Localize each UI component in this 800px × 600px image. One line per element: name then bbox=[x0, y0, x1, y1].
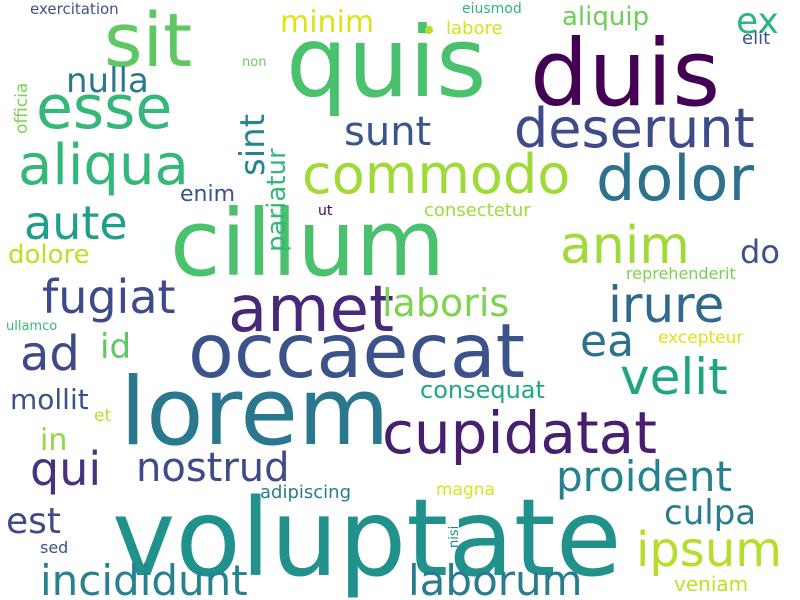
word-eiusmod: eiusmod bbox=[462, 1, 522, 17]
word-officia: officia bbox=[12, 82, 32, 134]
word-amet: amet bbox=[228, 273, 395, 347]
word-et: et bbox=[94, 406, 112, 426]
word-incididunt: incididunt bbox=[40, 556, 248, 600]
word-voluptate: voluptate bbox=[112, 477, 622, 600]
word-est: est bbox=[6, 501, 62, 542]
word-cillum: cillum bbox=[170, 190, 446, 297]
word-ipsum: ipsum bbox=[636, 522, 782, 578]
word-quis: quis bbox=[286, 6, 487, 119]
word-ex: ex bbox=[736, 1, 779, 42]
word-ullamco: ullamco bbox=[6, 319, 58, 334]
word-labore: labore bbox=[446, 18, 503, 39]
word-ut: ut bbox=[318, 203, 333, 219]
word-proident: proident bbox=[556, 452, 732, 501]
word-reprehenderit: reprehenderit bbox=[626, 264, 736, 283]
word-dolor: dolor bbox=[596, 142, 754, 215]
word-irure: irure bbox=[608, 276, 725, 334]
word-occaecat: occaecat bbox=[188, 307, 526, 395]
word-veniam: veniam bbox=[674, 572, 749, 596]
word-aliquip: aliquip bbox=[562, 2, 650, 32]
word-laborum: laborum bbox=[408, 556, 583, 600]
word-fugiat: fugiat bbox=[42, 270, 176, 324]
dot-mark bbox=[425, 26, 433, 34]
word-aute: aute bbox=[24, 196, 128, 250]
word-ad: ad bbox=[20, 326, 80, 382]
word-sit: sit bbox=[104, 0, 193, 84]
word-mollit: mollit bbox=[10, 383, 89, 416]
word-in: in bbox=[40, 423, 68, 458]
word-enim: enim bbox=[180, 182, 236, 207]
word-dolore: dolore bbox=[8, 240, 90, 270]
word-pariatur: pariatur bbox=[262, 148, 292, 252]
word-sunt: sunt bbox=[344, 109, 432, 155]
word-commodo: commodo bbox=[302, 143, 571, 206]
word-consequat: consequat bbox=[420, 376, 545, 404]
word-exercitation: exercitation bbox=[30, 0, 119, 18]
word-adipiscing: adipiscing bbox=[260, 482, 351, 503]
word-ea: ea bbox=[580, 316, 635, 367]
word-duis: duis bbox=[530, 20, 721, 127]
word-lorem: lorem bbox=[120, 358, 390, 467]
word-magna: magna bbox=[436, 480, 495, 500]
word-aliqua: aliqua bbox=[18, 133, 189, 198]
word-esse: esse bbox=[36, 73, 173, 143]
word-nulla: nulla bbox=[66, 61, 149, 101]
word-laboris: laboris bbox=[382, 281, 510, 325]
word-sed: sed bbox=[40, 538, 69, 557]
word-minim: minim bbox=[280, 5, 375, 40]
word-velit: velit bbox=[620, 348, 728, 406]
word-qui: qui bbox=[30, 442, 102, 496]
word-nostrud: nostrud bbox=[136, 445, 290, 491]
word-cupidatat: cupidatat bbox=[382, 399, 657, 467]
word-culpa: culpa bbox=[664, 493, 757, 533]
word-consectetur: consectetur bbox=[424, 200, 531, 221]
word-nisi: nisi bbox=[447, 525, 462, 548]
word-id: id bbox=[100, 327, 132, 367]
word-anim: anim bbox=[560, 216, 690, 276]
word-do: do bbox=[740, 233, 780, 271]
word-non: non bbox=[242, 55, 267, 70]
word-excepteur: excepteur bbox=[658, 328, 744, 348]
word-deserunt: deserunt bbox=[514, 97, 755, 160]
word-elit: elit bbox=[742, 28, 771, 49]
